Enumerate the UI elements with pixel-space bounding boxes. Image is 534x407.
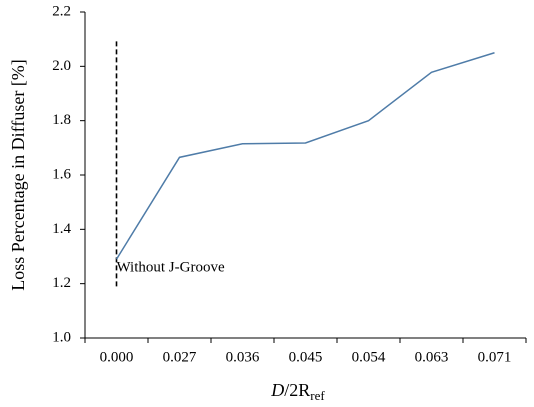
line-series (115, 52, 495, 260)
y-axis-title: Loss Percentage in Diffuser [%] (8, 59, 28, 291)
x-axis-title: D/2Rref (270, 380, 325, 403)
x-axis-title-text: /2R (284, 380, 310, 400)
y-tick-label: 2.0 (52, 58, 71, 74)
x-axis-title-subscript: ref (310, 388, 325, 403)
y-tick-label: 1.2 (52, 275, 71, 291)
y-tick-label: 1.8 (52, 112, 71, 128)
y-tick-label: 1.6 (52, 166, 71, 182)
y-tick-label: 1.4 (52, 221, 71, 237)
x-tick-label: 0.054 (352, 349, 386, 365)
y-tick-label: 1.0 (52, 329, 71, 345)
x-tick-label: 0.000 (100, 349, 134, 365)
x-tick-label: 0.063 (415, 349, 449, 365)
y-tick-label: 2.2 (52, 3, 71, 19)
x-tick-label: 0.071 (478, 349, 512, 365)
x-tick-label: 0.036 (226, 349, 260, 365)
annotation-text: Without J-Groove (117, 259, 225, 275)
x-tick-label: 0.027 (163, 349, 197, 365)
x-axis-title-italic: D (270, 380, 284, 400)
x-tick-label: 0.045 (289, 349, 323, 365)
